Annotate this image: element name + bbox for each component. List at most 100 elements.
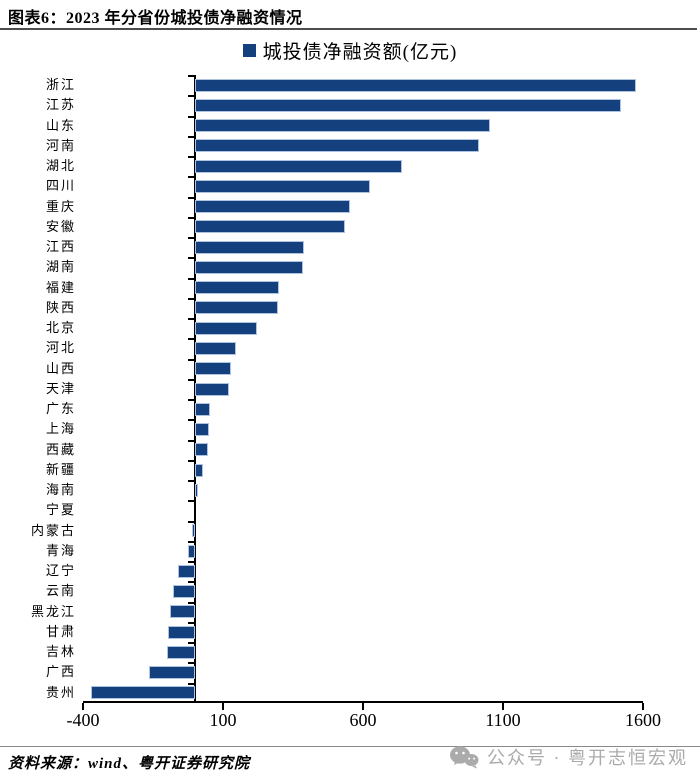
category-tick: [188, 257, 195, 259]
category-tick: [188, 237, 195, 239]
category-label: 河南: [45, 137, 76, 153]
category-label: 甘肃: [45, 623, 76, 639]
category-label: 青海: [45, 542, 76, 558]
category-label: 福建: [45, 279, 76, 295]
category-label: 广东: [45, 401, 76, 417]
category-tick: [188, 298, 195, 300]
chart-bar: [195, 220, 345, 234]
watermark-text: 公众号 · 粤开志恒宏观: [487, 748, 688, 768]
category-label: 北京: [45, 320, 76, 336]
category-label: 江西: [45, 239, 76, 255]
category-label: 宁夏: [45, 502, 76, 518]
category-label: 云南: [45, 583, 76, 599]
title-underline: [0, 28, 697, 30]
category-tick: [188, 338, 195, 340]
chart-bar: [91, 686, 195, 700]
wechat-icon: [450, 746, 479, 769]
category-label: 江苏: [45, 97, 76, 113]
category-label: 海南: [45, 482, 76, 498]
category-tick: [188, 176, 195, 178]
category-tick: [188, 480, 195, 482]
category-label: 重庆: [45, 198, 76, 214]
chart-bar: [178, 564, 195, 578]
x-axis-tick: [362, 703, 364, 710]
figure-title: 图表6：2023 年分省份城投债净融资情况: [8, 10, 303, 27]
chart-bar: [188, 544, 195, 558]
chart-bar: [172, 585, 195, 599]
category-tick: [188, 217, 195, 219]
category-tick: [188, 75, 195, 77]
x-tick-label: -400: [66, 710, 100, 730]
chart-bar: [195, 179, 370, 193]
x-axis-tick-labels: -400 100 600 1100 1600: [67, 710, 662, 738]
chart-bar: [195, 423, 209, 437]
category-tick: [188, 642, 195, 644]
category-tick: [188, 440, 195, 442]
category-label: 河北: [45, 340, 76, 356]
chart-bar: [168, 625, 195, 639]
category-tick: [188, 460, 195, 462]
footer-divider: [0, 746, 700, 747]
category-label: 上海: [45, 421, 76, 437]
chart-bar: [195, 139, 480, 153]
chart-bar: [195, 301, 278, 315]
chart-bar: [195, 483, 198, 497]
category-tick: [188, 561, 195, 563]
x-tick-label: 1100: [485, 710, 521, 730]
category-tick: [188, 419, 195, 421]
watermark: 公众号 · 粤开志恒宏观: [449, 743, 688, 771]
category-label: 陕西: [45, 299, 76, 315]
chart-bar: [195, 98, 621, 112]
category-tick: [188, 500, 195, 502]
category-label: 吉林: [45, 644, 76, 660]
category-tick: [188, 136, 195, 138]
x-axis-tick: [502, 703, 504, 710]
category-label: 山东: [45, 117, 76, 133]
category-tick: [188, 622, 195, 624]
category-tick: [188, 683, 195, 685]
category-label: 新疆: [45, 461, 76, 477]
x-axis-tick: [82, 703, 84, 710]
chart-bar: [195, 443, 208, 457]
chart-bar: [195, 240, 305, 254]
chart-bar: [148, 666, 195, 680]
category-tick: [188, 541, 195, 543]
chart-bar: [195, 260, 303, 274]
legend: 城投债净融资额(亿元): [0, 38, 700, 63]
category-label: 安徽: [45, 218, 76, 234]
category-tick: [188, 581, 195, 583]
category-tick: [188, 116, 195, 118]
chart-bar: [195, 159, 403, 173]
x-tick-label: 600: [349, 710, 377, 730]
x-axis-line: [83, 701, 643, 703]
chart-bar: [195, 281, 279, 295]
category-label: 黑龙江: [30, 603, 76, 619]
x-axis-tick: [642, 703, 644, 710]
category-tick: [188, 602, 195, 604]
category-tick: [188, 662, 195, 664]
category-label: 内蒙古: [30, 522, 76, 538]
chart-bar: [195, 402, 211, 416]
chart-bar: [195, 200, 351, 214]
chart-bar: [195, 341, 236, 355]
chart-bar: [195, 362, 232, 376]
chart-bar: [195, 78, 636, 92]
category-tick: [188, 318, 195, 320]
x-tick-label: 1600: [625, 710, 661, 730]
category-label: 四川: [45, 178, 76, 194]
legend-label: 城投债净融资额(亿元): [262, 41, 458, 63]
x-tick-label: 100: [209, 710, 237, 730]
category-label: 山西: [45, 360, 76, 376]
chart-bar: [195, 119, 491, 133]
category-label: 辽宁: [45, 563, 76, 579]
chart-bar: [195, 382, 229, 396]
category-tick: [188, 359, 195, 361]
category-label: 西藏: [45, 441, 76, 457]
chart-bar: [169, 605, 195, 619]
chart-bar: [192, 524, 195, 538]
category-tick: [188, 379, 195, 381]
category-label: 广西: [45, 664, 76, 680]
category-tick: [188, 521, 195, 523]
source-note: 资料来源：wind、粤开证券研究院: [8, 756, 251, 772]
